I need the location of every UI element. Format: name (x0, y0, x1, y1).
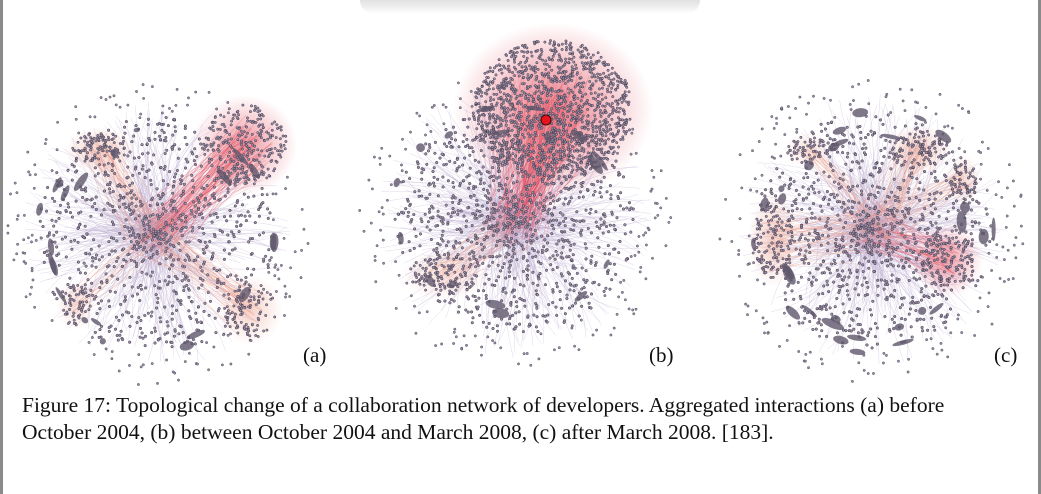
network-panel-b (358, 20, 673, 367)
network-panel-a (6, 83, 310, 386)
panel-label-a: (a) (303, 343, 327, 367)
nodes (358, 39, 673, 367)
left-page-edge (0, 0, 3, 494)
nodes (718, 79, 1025, 383)
right-page-edge (1038, 0, 1041, 494)
network-graph-c (718, 79, 1025, 383)
panel-label-b: (b) (649, 343, 674, 367)
network-graph-a (6, 83, 310, 386)
network-graph-b (358, 22, 673, 367)
nodes (6, 83, 310, 386)
figure-caption: Figure 17: Topological change of a colla… (22, 393, 945, 444)
scan-shadow (360, 0, 700, 14)
panel-label-c: (c) (994, 343, 1018, 367)
hub-node (540, 114, 552, 126)
network-panel-c (708, 79, 1025, 383)
